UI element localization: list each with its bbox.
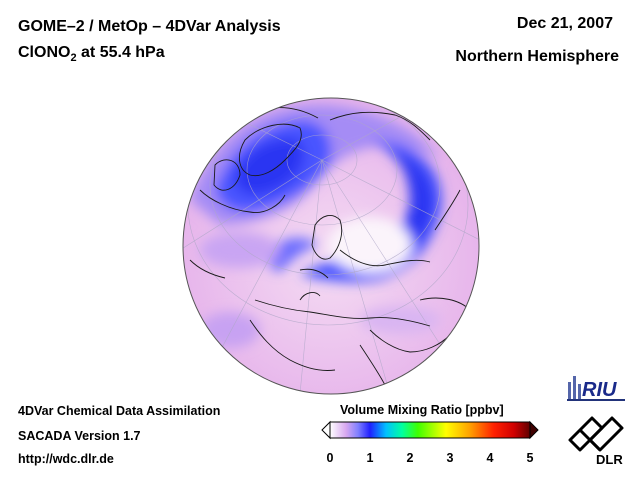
colorbar-gradient	[329, 421, 531, 439]
species-main: ClONO	[18, 44, 71, 61]
colorbar-tick-5: 5	[526, 451, 534, 465]
footer-line1: 4DVar Chemical Data Assimilation	[18, 404, 221, 418]
globe-outline	[182, 97, 480, 395]
riu-logo-text: RIU	[582, 379, 617, 401]
title-line2: ClONO2 at 55.4 hPa	[18, 44, 165, 64]
colorbar-over-arrow	[529, 420, 539, 440]
colorbar-under-arrow	[321, 420, 331, 440]
species-subscript: 2	[70, 52, 77, 65]
date-label: Dec 21, 2007	[516, 15, 613, 32]
species-rest: at 55.4 hPa	[76, 44, 165, 61]
coastlines	[189, 107, 471, 386]
colorbar	[321, 420, 539, 440]
colorbar-tick-0: 0	[326, 451, 334, 465]
dlr-logo: DLR	[562, 410, 632, 473]
colorbar-title: Volume Mixing Ratio [ppbv]	[340, 403, 504, 417]
riu-logo: RIU	[565, 370, 635, 409]
globe-field	[183, 98, 479, 394]
title-line1: GOME–2 / MetOp – 4DVar Analysis	[18, 18, 281, 35]
region-label: Northern Hemisphere	[455, 48, 619, 65]
colorbar-tick-3: 3	[446, 451, 454, 465]
colorbar-tick-1: 1	[366, 451, 374, 465]
dlr-logo-text: DLR	[596, 452, 623, 467]
colorbar-tick-2: 2	[406, 451, 414, 465]
colorbar-tick-4: 4	[486, 451, 494, 465]
footer-line2: SACADA Version 1.7	[18, 429, 141, 443]
footer-url: http://wdc.dlr.de	[18, 452, 114, 466]
